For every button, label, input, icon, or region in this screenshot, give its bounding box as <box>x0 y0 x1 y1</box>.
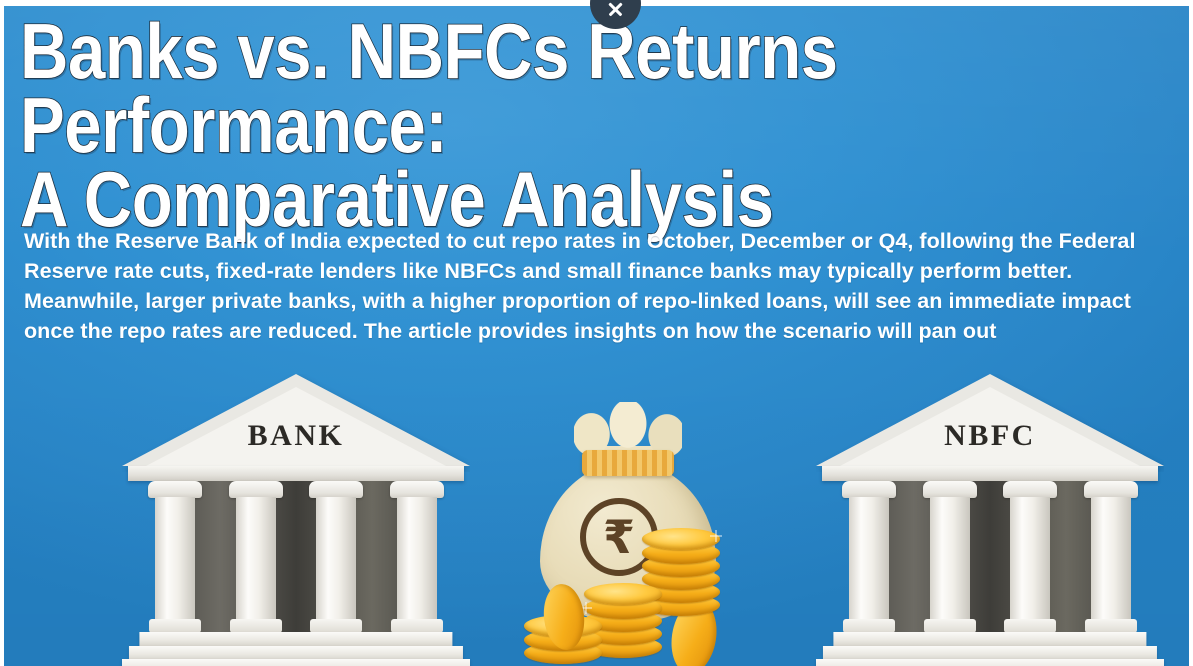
nbfc-steps <box>816 630 1164 666</box>
column <box>309 481 364 633</box>
nbfc-interior <box>854 481 1126 633</box>
bank-steps <box>122 630 470 666</box>
column <box>1003 481 1058 633</box>
nbfc-pediment <box>816 374 1164 472</box>
bank-building-icon: BANK <box>122 374 470 666</box>
bank-building-label: BANK <box>247 419 345 452</box>
bank-architrave <box>128 466 464 481</box>
gold-coins-icon <box>580 562 662 658</box>
hero-illustration: BANK <box>4 358 1189 666</box>
column <box>228 481 283 633</box>
close-glyph <box>607 1 624 18</box>
column <box>389 481 444 633</box>
page-title: Banks vs. NBFCs Returns Performance: A C… <box>19 7 838 244</box>
gold-coins-icon <box>642 506 722 616</box>
bag-tie <box>582 450 674 476</box>
column <box>842 481 896 633</box>
bank-pediment <box>122 374 470 472</box>
column <box>1083 481 1138 633</box>
nbfc-columns <box>842 481 1138 633</box>
nbfc-architrave <box>822 466 1158 481</box>
bank-columns <box>148 481 444 633</box>
article-panel: Banks vs. NBFCs Returns Performance: A C… <box>4 6 1189 666</box>
nbfc-building-icon: NBFC <box>816 374 1164 666</box>
bank-interior <box>160 481 432 633</box>
nbfc-building-label: NBFC <box>944 419 1036 452</box>
column <box>922 481 977 633</box>
column <box>148 481 202 633</box>
article-standfirst: With the Reserve Bank of India expected … <box>24 229 1136 343</box>
money-bag-icon: ₹ <box>524 380 774 666</box>
